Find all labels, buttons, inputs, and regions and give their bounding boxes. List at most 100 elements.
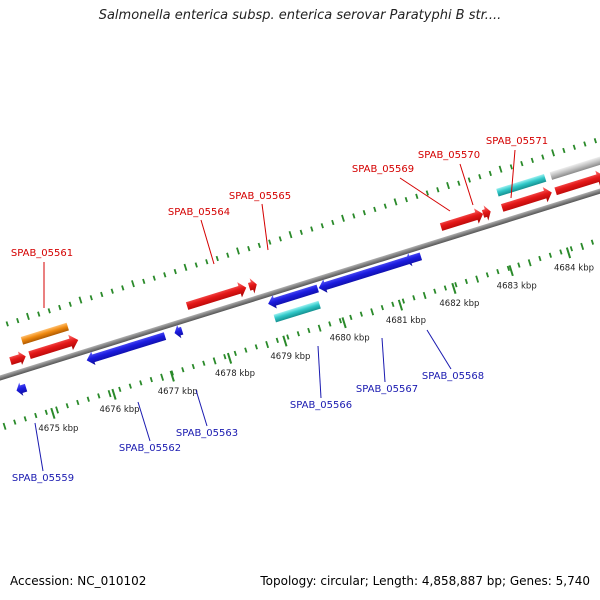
gene-arrow[interactable] xyxy=(20,322,69,345)
gene-arrow[interactable] xyxy=(496,174,547,197)
gene-arrow[interactable] xyxy=(553,169,600,199)
gene-arrow[interactable] xyxy=(404,250,423,268)
tick-mark xyxy=(446,181,450,190)
tick-mark xyxy=(485,272,489,278)
genome-backbone xyxy=(0,185,600,387)
scale-label: 4682 kbp xyxy=(439,299,479,309)
accession-text: Accession: NC_010102 xyxy=(10,574,147,588)
gene-arrow[interactable] xyxy=(549,156,600,180)
gene-arrow[interactable] xyxy=(317,254,411,295)
tick-mark xyxy=(580,242,585,251)
forward-tick-ring xyxy=(5,138,597,327)
tick-mark xyxy=(26,312,30,321)
tick-mark xyxy=(404,196,408,203)
tick-mark xyxy=(212,357,217,365)
tick-mark xyxy=(454,282,458,288)
tick-mark xyxy=(16,317,20,324)
tick-mark xyxy=(559,249,563,255)
leader-line xyxy=(399,177,451,212)
tick-mark xyxy=(223,354,227,360)
tick-mark xyxy=(496,268,500,275)
tick-mark xyxy=(412,295,416,301)
tick-mark xyxy=(37,311,41,317)
tick-mark xyxy=(359,311,363,317)
gene-arrow[interactable] xyxy=(85,329,167,367)
gene-label-spab_05565[interactable]: SPAB_05565 xyxy=(229,191,291,202)
tick-mark xyxy=(508,265,514,277)
gene-arrow[interactable] xyxy=(273,300,321,323)
tick-mark xyxy=(349,314,353,321)
tick-mark xyxy=(425,190,429,196)
tick-mark xyxy=(451,282,457,295)
gene-label-spab_05561[interactable]: SPAB_05561 xyxy=(11,248,73,259)
tick-mark xyxy=(244,347,248,353)
tick-mark xyxy=(520,160,524,167)
tick-mark xyxy=(226,352,233,364)
tick-mark xyxy=(593,138,597,144)
gene-arrow[interactable] xyxy=(439,206,486,234)
tick-mark xyxy=(415,193,419,199)
scale-label: 4684 kbp xyxy=(554,263,594,273)
gene-label-spab_05564[interactable]: SPAB_05564 xyxy=(168,207,230,218)
leader-line xyxy=(459,163,474,206)
tick-mark xyxy=(383,203,387,209)
gene-label-spab_05570[interactable]: SPAB_05570 xyxy=(418,150,480,161)
tick-mark xyxy=(118,386,122,393)
gene-arrow[interactable] xyxy=(481,204,493,222)
tick-mark xyxy=(436,187,440,193)
tick-mark xyxy=(202,360,206,366)
tick-mark xyxy=(160,373,165,381)
tick-mark xyxy=(76,399,80,406)
tick-mark xyxy=(373,206,377,213)
gene-arrow[interactable] xyxy=(247,277,259,295)
gene-label-spab_05563[interactable]: SPAB_05563 xyxy=(176,428,238,439)
tick-mark xyxy=(50,407,56,419)
gene-arrow[interactable] xyxy=(8,350,27,368)
gene-arrow[interactable] xyxy=(185,280,249,314)
tick-mark xyxy=(233,350,237,357)
tick-mark xyxy=(569,246,574,252)
gene-labels: SPAB_05561 SPAB_05564 SPAB_05565 SPAB_05569… xyxy=(11,136,548,484)
leader-line xyxy=(381,337,386,383)
gene-label-spab_05562[interactable]: SPAB_05562 xyxy=(119,443,181,454)
tick-mark xyxy=(397,299,404,311)
tick-mark xyxy=(247,246,251,252)
gene-arrow[interactable] xyxy=(27,332,80,362)
tick-mark xyxy=(583,141,587,147)
scale-label: 4677 kbp xyxy=(158,387,198,397)
gene-label-spab_05569[interactable]: SPAB_05569 xyxy=(352,164,414,175)
tick-mark xyxy=(478,174,482,180)
tick-mark xyxy=(467,177,471,183)
tick-mark xyxy=(590,239,595,245)
leader-line xyxy=(200,219,215,265)
gene-arrow[interactable] xyxy=(500,185,554,216)
leader-line xyxy=(261,203,269,251)
tick-mark xyxy=(352,213,356,219)
tick-mark xyxy=(128,383,132,389)
gene-label-spab_05568[interactable]: SPAB_05568 xyxy=(422,371,484,382)
tick-mark xyxy=(173,268,177,275)
tick-mark xyxy=(97,393,101,399)
gene-label-spab_05566[interactable]: SPAB_05566 xyxy=(290,400,352,411)
scale-label: 4681 kbp xyxy=(386,316,426,326)
tick-mark xyxy=(152,275,156,281)
tick-mark xyxy=(13,419,17,425)
scale-label: 4678 kbp xyxy=(215,369,255,379)
gene-arrow[interactable] xyxy=(14,381,28,397)
gene-arrow[interactable] xyxy=(266,282,320,311)
scale-labels: 4675 kbp 4676 kbp 4677 kbp 4678 kbp 4679 kbp… xyxy=(38,247,594,434)
tick-mark xyxy=(506,265,510,272)
tick-mark xyxy=(393,198,398,206)
gene-arrow[interactable] xyxy=(172,324,184,340)
tick-mark xyxy=(47,308,51,314)
tick-mark xyxy=(331,219,335,226)
tick-mark xyxy=(163,272,167,278)
scale-label: 4676 kbp xyxy=(99,405,139,415)
gene-label-spab_05559[interactable]: SPAB_05559 xyxy=(12,473,74,484)
scale-label: 4679 kbp xyxy=(270,352,310,362)
scale-label: 4675 kbp xyxy=(38,424,78,434)
gene-label-spab_05571[interactable]: SPAB_05571 xyxy=(486,136,548,147)
tick-mark xyxy=(572,144,576,150)
gene-label-spab_05567[interactable]: SPAB_05567 xyxy=(356,384,418,395)
